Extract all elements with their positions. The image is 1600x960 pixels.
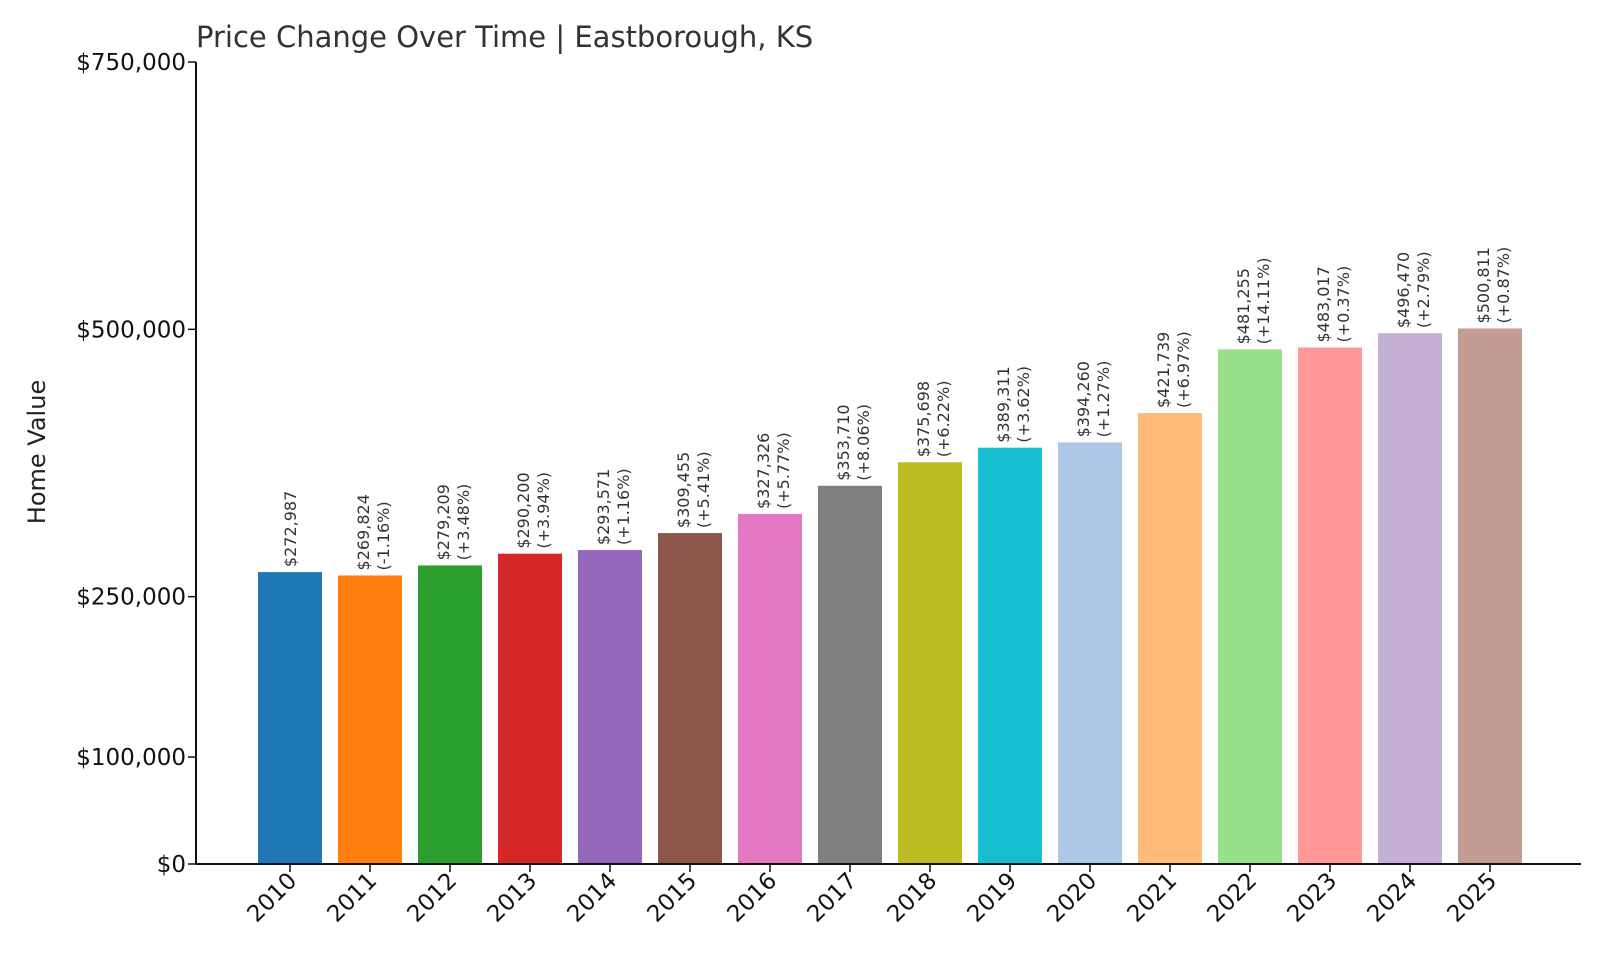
bar-2016 bbox=[738, 513, 802, 864]
x-tick-label: 2015 bbox=[642, 868, 702, 928]
bar-2019 bbox=[978, 447, 1042, 864]
change-label: (+3.48%) bbox=[454, 484, 473, 561]
value-label: $389,311 bbox=[994, 366, 1013, 442]
bar-2017 bbox=[818, 485, 882, 864]
bar-2011 bbox=[338, 575, 402, 864]
change-label: (+3.94%) bbox=[534, 472, 553, 549]
y-tick-label: $500,000 bbox=[76, 317, 186, 343]
x-tick-label: 2016 bbox=[722, 868, 782, 928]
value-label: $279,209 bbox=[434, 484, 453, 560]
value-label: $483,017 bbox=[1314, 266, 1333, 342]
x-tick-label: 2019 bbox=[962, 868, 1022, 928]
x-tick-label: 2018 bbox=[882, 868, 942, 928]
data-labels: $272,987 $269,824 (-1.16%) $279,209 (+3.48%)… bbox=[281, 247, 1513, 571]
change-label: (+2.79%) bbox=[1414, 251, 1433, 328]
change-label: (+8.06%) bbox=[854, 404, 873, 481]
value-label: $421,739 bbox=[1154, 332, 1173, 408]
bar-2024 bbox=[1378, 333, 1442, 864]
x-axis-ticks: 2010 2011 2012 2013 2014 2015 2016 2017 2018 2019… bbox=[242, 864, 1502, 928]
y-tick-label: $750,000 bbox=[76, 50, 186, 76]
value-label: $309,455 bbox=[674, 452, 693, 528]
value-label: $293,571 bbox=[594, 469, 613, 545]
change-label: (+5.41%) bbox=[694, 451, 713, 528]
bar-2022 bbox=[1218, 349, 1282, 864]
y-axis-ticks: $0 $100,000 $250,000 $500,000 $750,000 bbox=[76, 50, 196, 878]
x-tick-label: 2023 bbox=[1282, 868, 1342, 928]
x-tick-label: 2025 bbox=[1442, 868, 1502, 928]
value-label: $496,470 bbox=[1394, 252, 1413, 328]
x-tick-label: 2013 bbox=[482, 868, 542, 928]
value-label: $272,987 bbox=[281, 491, 300, 567]
x-tick-label: 2020 bbox=[1042, 868, 1102, 928]
value-label: $500,811 bbox=[1474, 247, 1493, 323]
chart-title: Price Change Over Time | Eastborough, KS bbox=[196, 20, 813, 54]
x-tick-label: 2017 bbox=[802, 868, 862, 928]
bar-2018 bbox=[898, 462, 962, 864]
bar-2013 bbox=[498, 553, 562, 864]
change-label: (+1.16%) bbox=[614, 468, 633, 545]
value-label: $394,260 bbox=[1074, 361, 1093, 437]
bar-2010 bbox=[258, 572, 322, 864]
x-tick-label: 2010 bbox=[242, 868, 302, 928]
y-tick-label: $100,000 bbox=[76, 745, 186, 771]
change-label: (+6.22%) bbox=[934, 381, 953, 458]
bar-2020 bbox=[1058, 442, 1122, 864]
value-label: $327,326 bbox=[754, 433, 773, 509]
bar-2014 bbox=[578, 550, 642, 864]
bar-2012 bbox=[418, 565, 482, 864]
change-label: (+1.27%) bbox=[1094, 361, 1113, 438]
value-label: $290,200 bbox=[514, 472, 533, 548]
value-label: $481,255 bbox=[1234, 268, 1253, 344]
change-label: (+6.97%) bbox=[1174, 331, 1193, 408]
change-label: (-1.16%) bbox=[374, 501, 393, 570]
value-label: $353,710 bbox=[834, 404, 853, 480]
change-label: (+0.37%) bbox=[1334, 266, 1353, 343]
x-tick-label: 2021 bbox=[1122, 868, 1182, 928]
y-tick-label: $250,000 bbox=[76, 585, 186, 611]
bar-2023 bbox=[1298, 347, 1362, 864]
bars bbox=[258, 328, 1522, 865]
value-label: $375,698 bbox=[914, 381, 933, 457]
x-tick-label: 2012 bbox=[402, 868, 462, 928]
change-label: (+5.77%) bbox=[774, 432, 793, 509]
x-tick-label: 2022 bbox=[1202, 868, 1262, 928]
x-tick-label: 2011 bbox=[322, 868, 382, 928]
bar-2021 bbox=[1138, 413, 1202, 864]
y-axis-label: Home Value bbox=[23, 380, 51, 524]
x-tick-label: 2024 bbox=[1362, 868, 1422, 928]
value-label: $269,824 bbox=[354, 494, 373, 570]
bar-2015 bbox=[658, 533, 722, 864]
change-label: (+14.11%) bbox=[1254, 257, 1273, 344]
bar-2025 bbox=[1458, 328, 1522, 865]
change-label: (+3.62%) bbox=[1014, 366, 1033, 443]
y-tick-label: $0 bbox=[157, 852, 186, 878]
x-tick-label: 2014 bbox=[562, 868, 622, 928]
change-label: (+0.87%) bbox=[1494, 247, 1513, 324]
